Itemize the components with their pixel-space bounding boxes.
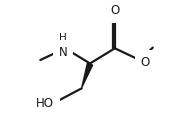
Text: O: O	[141, 56, 150, 69]
Polygon shape	[82, 63, 93, 88]
Text: O: O	[110, 4, 119, 17]
Text: HO: HO	[36, 97, 54, 110]
Text: H: H	[59, 33, 67, 43]
Text: N: N	[59, 46, 68, 59]
